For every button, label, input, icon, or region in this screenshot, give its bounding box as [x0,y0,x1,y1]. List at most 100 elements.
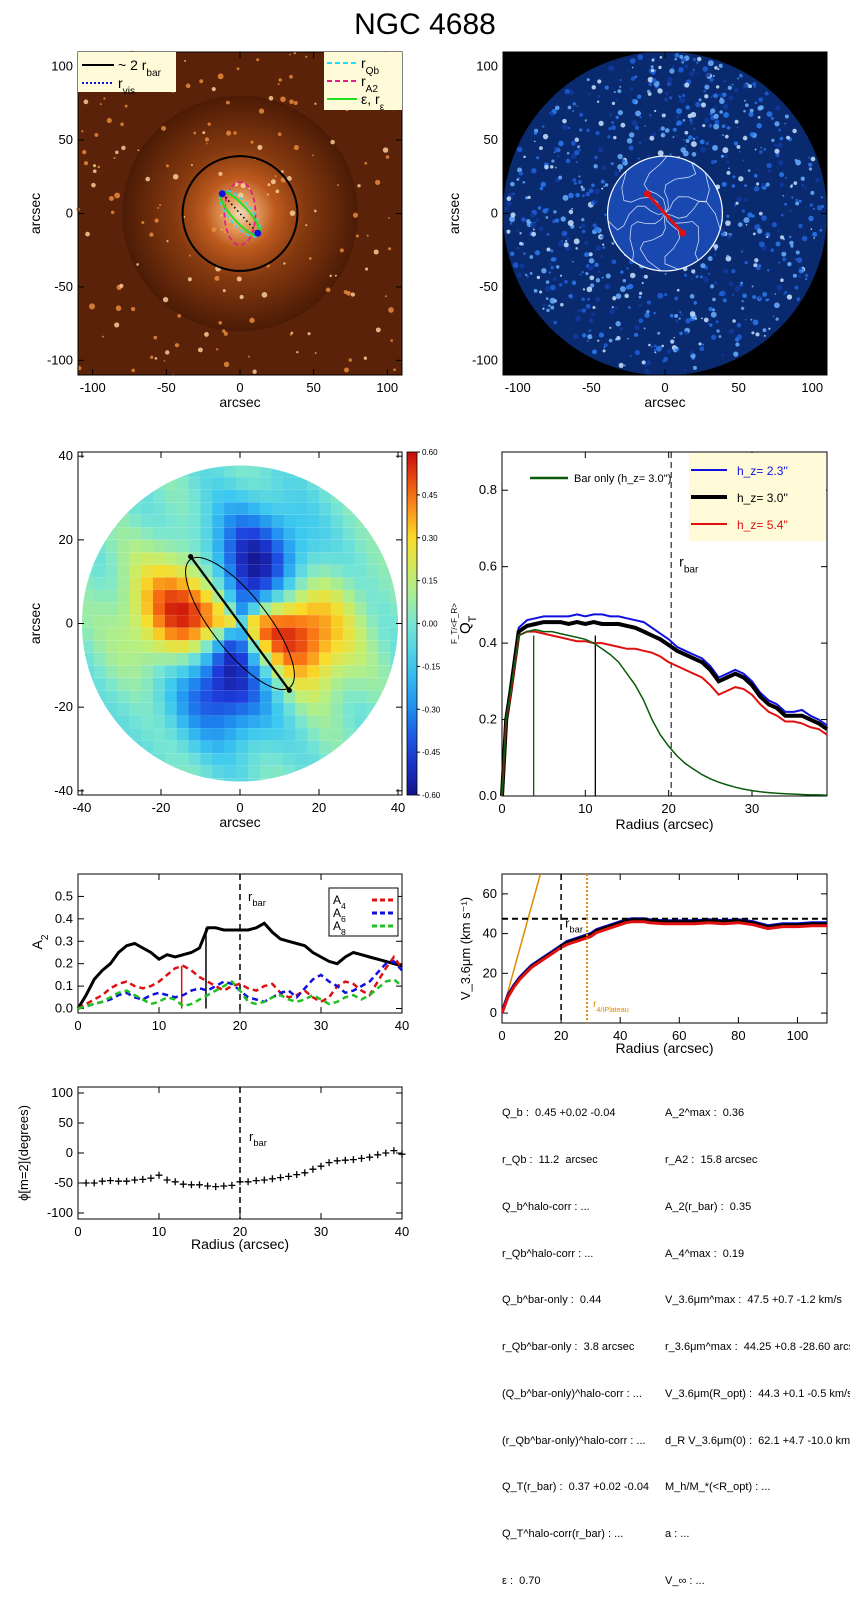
star-dot [375,179,381,185]
noise-dot [726,126,731,130]
heatmap-cell [283,665,296,678]
heatmap-cell [319,640,332,653]
heatmap-cell [390,552,399,565]
heatmap-cell [93,615,107,628]
noise-dot [689,118,693,123]
noise-dot [634,350,640,356]
y-tick-label: 0.6 [479,559,497,574]
star-dot [150,355,154,359]
heatmap-cell [295,652,308,666]
star-dot [248,355,251,358]
noise-dot [643,274,648,279]
heatmap-cell [129,640,142,653]
phase-point [382,1149,390,1157]
star-dot [278,78,282,82]
noise-dot [719,98,725,104]
phase-point [131,1176,139,1184]
noise-dot [560,302,564,307]
y-axis-label: A2 [29,934,51,949]
heatmap-cell [259,740,273,754]
heatmap-cell [212,753,225,766]
heatmap-cell [129,677,142,691]
star-dot [197,347,203,353]
heatmap-cell [366,452,378,464]
noise-dot [767,269,770,272]
colorbar-tick-label: 0.15 [422,577,438,586]
noise-dot [664,91,669,96]
star-dot [305,55,308,58]
heatmap-cell [390,640,399,653]
heatmap-cell [319,477,332,490]
heatmap-cell [366,552,379,565]
heatmap-cell [390,740,399,754]
phase-point [196,1181,203,1189]
heatmap-cell [236,514,249,528]
heatmap-cell [105,489,119,503]
heatmap-cell [93,728,107,741]
noise-dot [506,200,512,207]
noise-dot [662,113,665,115]
noise-dot [595,131,600,136]
heatmap-cell [319,514,332,528]
star-dot [145,176,151,182]
param-line: (r_Qb^bar-only)^halo-corr : ... [502,1434,646,1447]
noise-dot [539,146,543,151]
heatmap-cell [307,753,320,766]
legend-label: h_z= 5.4'' [737,518,788,532]
heatmap-cell [319,728,332,741]
noise-dot [733,204,737,207]
heatmap-cell [93,665,107,678]
noise-dot [798,274,802,278]
noise-dot [631,66,634,69]
heatmap-cell [236,615,249,628]
noise-dot [713,281,718,286]
phase-point [171,1178,179,1186]
star-dot [346,291,351,296]
noise-dot [790,244,794,248]
noise-dot [725,255,732,262]
series-line [501,630,828,797]
noise-dot [738,176,744,182]
noise-dot [575,315,581,322]
y-tick-label: 0.1 [55,978,73,993]
noise-dot [782,194,785,197]
heatmap-cell [93,502,107,515]
noise-dot [787,261,792,267]
plot-frame [501,451,828,797]
heatmap-cell [378,477,391,490]
heatmap-cell [390,602,399,616]
noise-dot [695,101,701,108]
heatmap-cell [283,577,296,590]
noise-dot [545,216,549,219]
noise-dot [554,218,560,223]
noise-dot [736,144,741,149]
noise-dot [683,139,685,141]
noise-dot [778,261,780,264]
star-dot [226,130,232,136]
heatmap-cell [164,778,178,782]
heatmap-cell [117,477,130,490]
heatmap-cell [188,489,202,503]
heatmap-cell [247,514,261,528]
heatmap-cell [330,527,344,540]
heatmap-cell [117,690,130,703]
legend-label: ~ 2 rbar [118,57,162,79]
heatmap-cell [94,452,106,464]
x-tick-label: -50 [582,380,601,395]
x-tick-label: -20 [152,800,171,815]
noise-dot [542,307,545,310]
heatmap-cell [153,552,166,565]
heatmap-cell [342,690,356,703]
noise-dot [628,132,635,138]
y-axis-label: V_3.6μm (km s⁻¹) [458,897,473,1000]
star-dot [110,210,115,215]
noise-dot [544,285,551,292]
heatmap-cell [236,640,249,653]
noise-dot [808,215,814,222]
heatmap-cell [271,753,285,766]
noise-dot [695,275,699,279]
noise-dot [526,275,529,278]
noise-dot [766,162,772,169]
panel-qt-profile: 0 10 20 30 0.0 0.2 0.4 0.6 0.8 rbar h_z= 2.3'' h_z=… [440,440,850,840]
